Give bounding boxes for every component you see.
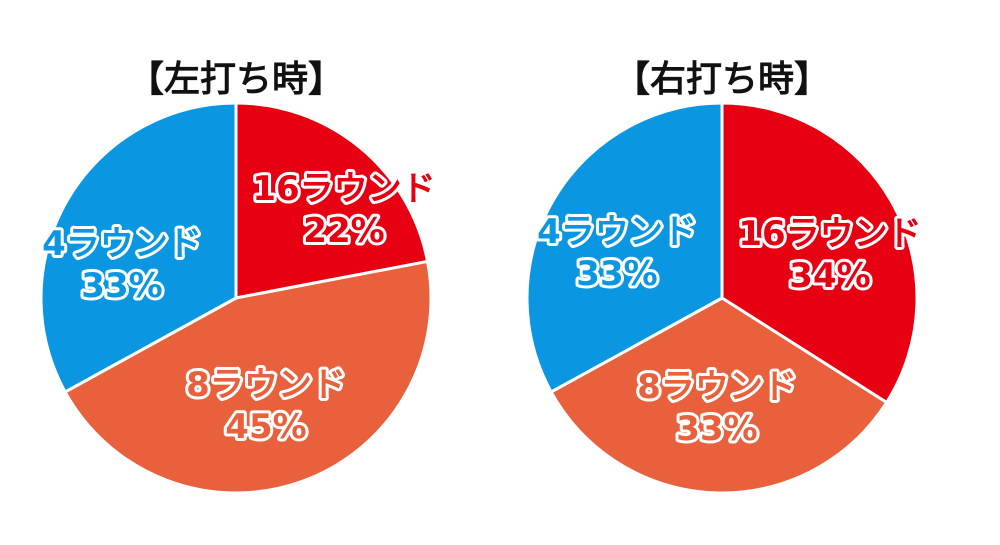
left-pie-slice-1 [234,101,430,300]
left-slice-value-3: 33% [81,266,162,306]
left-slice-value-2: 45% [225,407,306,447]
right-slice-label-2: 8ラウンド [637,367,797,407]
right-pie-slice-3 [525,101,724,394]
left-slice-label-3: 4ラウンド [42,224,202,264]
left-chart-title: 【左打ち時】 [127,59,345,100]
right-chart-title: 【右打ち時】 [613,59,831,100]
left-slice-label-2: 8ラウンド [186,365,346,405]
right-slice-value-2: 33% [676,409,757,449]
left-slice-label-1: 16ラウンド [252,169,435,209]
right-slice-label-3: 4ラウンド [537,212,697,252]
right-slice-value-1: 34% [789,256,870,296]
right-slice-value-3: 33% [576,254,657,294]
left-pie-slice-2 [63,259,433,495]
left-pie-slice-3 [39,101,238,394]
right-slice-label-1: 16ラウンド [738,214,921,254]
left-slice-value-1: 22% [303,211,384,251]
